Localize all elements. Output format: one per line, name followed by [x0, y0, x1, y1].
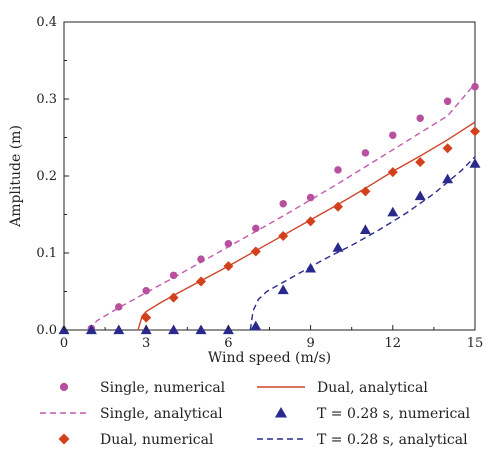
x-tick-label: 12 [385, 336, 402, 351]
data-point-diamond [141, 312, 152, 323]
data-point-diamond [168, 292, 179, 303]
data-point-circle [224, 240, 233, 248]
data-point-circle [471, 82, 479, 91]
data-point-triangle [359, 224, 371, 235]
series-line [249, 156, 476, 331]
x-tick-label: 3 [142, 336, 150, 351]
data-point-diamond [442, 143, 453, 154]
legend-marker-swatch [58, 433, 70, 445]
data-point-triangle [469, 158, 481, 168]
data-point-circle [252, 224, 260, 233]
data-point-triangle [250, 320, 262, 331]
data-point-diamond [223, 261, 234, 272]
plot-frame [63, 21, 476, 331]
data-point-diamond [305, 216, 316, 227]
data-point-circle [306, 193, 315, 202]
data-point-circle [389, 131, 397, 139]
y-tick-label: 0.3 [36, 92, 57, 107]
data-point-triangle [277, 284, 289, 295]
data-point-diamond [470, 126, 480, 137]
data-point-triangle [85, 324, 97, 335]
data-point-diamond [196, 276, 206, 287]
series-line [137, 121, 476, 331]
data-point-triangle [195, 324, 207, 335]
y-tick-label: 0.0 [36, 323, 57, 338]
legend-label: T = 0.28 s, numerical [317, 406, 471, 422]
x-tick-label: 6 [224, 336, 232, 351]
x-tick-label: 9 [306, 336, 314, 351]
data-point-circle [334, 166, 342, 174]
data-point-triangle [387, 206, 399, 217]
legend-label: Single, analytical [100, 406, 223, 422]
y-axis-title: Amplitude (m) [8, 125, 24, 228]
data-point-circle [416, 114, 424, 122]
legend-label: Dual, analytical [317, 380, 428, 396]
y-tick-label: 0.4 [36, 15, 57, 30]
data-point-diamond [278, 231, 289, 242]
y-tick-label: 0.1 [36, 246, 57, 261]
data-point-diamond [415, 157, 426, 168]
data-point-triangle [414, 190, 426, 201]
data-point-circle [279, 199, 287, 208]
legend-label: T = 0.28 s, analytical [317, 432, 468, 448]
data-point-circle [142, 286, 150, 295]
data-point-triangle [168, 324, 180, 335]
legend-marker-swatch [274, 406, 288, 418]
x-tick-label: 0 [60, 336, 68, 351]
data-point-diamond [360, 186, 371, 197]
data-point-triangle [305, 262, 317, 273]
data-point-triangle [442, 173, 454, 184]
data-point-diamond [250, 246, 261, 257]
data-point-circle [169, 271, 178, 280]
legend-label: Dual, numerical [100, 432, 214, 448]
data-point-diamond [333, 201, 343, 212]
data-point-circle [443, 97, 452, 106]
data-point-triangle [113, 324, 125, 335]
data-point-diamond [387, 167, 398, 178]
x-axis-title: Wind speed (m/s) [208, 350, 331, 366]
y-tick-label: 0.2 [36, 169, 57, 184]
data-point-circle [197, 255, 205, 263]
axes-layer: 0 3 6 9 12 15 0.0 0.1 0.2 0.3 0.4 [36, 15, 483, 351]
x-tick-label: 15 [467, 336, 484, 351]
legend-label: Single, numerical [100, 380, 226, 396]
series-layer [58, 82, 481, 335]
legend: Single, numerical Single, analytical Dual,… [40, 380, 471, 448]
legend-marker-swatch [59, 382, 69, 392]
data-point-circle [115, 303, 123, 311]
data-point-triangle [332, 242, 344, 252]
data-point-circle [361, 149, 370, 157]
